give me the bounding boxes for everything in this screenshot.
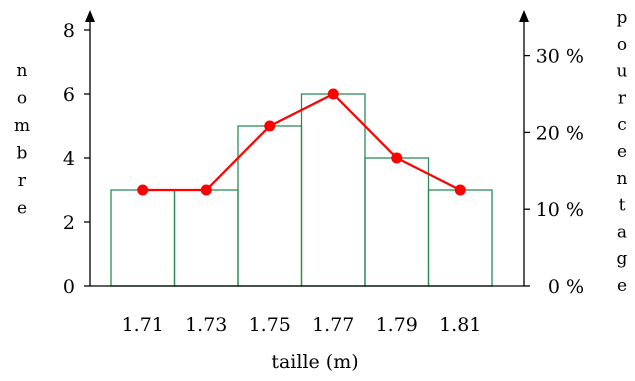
histogram-bar (364, 157, 430, 287)
x-axis-title: taille (m) (271, 351, 358, 373)
x-tick-label: 1.77 (312, 314, 354, 336)
left-tick-label: 8 (63, 20, 75, 42)
polygon-point (454, 184, 466, 196)
left-axis-title-letter: n (17, 61, 28, 81)
x-tick-label: 1.81 (439, 314, 481, 336)
x-tick-label: 1.79 (376, 314, 418, 336)
left-tick-label: 2 (63, 212, 75, 234)
right-axis-title-letter: e (617, 276, 627, 296)
left-axis-arrow-icon (85, 10, 95, 22)
left-axis-title-letter: b (17, 144, 28, 164)
polygon-point (264, 120, 276, 132)
histogram-bar (427, 189, 493, 287)
right-axis-title-letter: o (617, 35, 627, 55)
labels-layer: 0 2 4 6 8 0 % 10 % 20 % 30 % 1.71 1.73 1.75 1.77 1.79… (14, 8, 628, 336)
right-axis-title-letter: r (618, 88, 627, 108)
right-axis-title-letter: c (617, 115, 627, 135)
histogram-bar (173, 189, 239, 287)
x-tick-label: 1.73 (185, 314, 227, 336)
right-axis-title-letter: e (617, 142, 627, 162)
left-axis-title-letter: o (17, 89, 27, 109)
right-axis-title-letter: p (617, 8, 628, 28)
frequency-polygon-line (142, 92, 461, 192)
left-axis-title-letter: r (18, 171, 27, 191)
histogram-bar (237, 125, 303, 287)
frequency-polygon (137, 88, 466, 196)
polygon-point (137, 184, 149, 196)
left-tick-label: 6 (63, 84, 75, 106)
right-axis-title-letter: n (617, 169, 628, 189)
x-tick-label: 1.75 (249, 314, 291, 336)
right-axis-title-letter: u (617, 62, 628, 82)
right-axis-title-letter: t (619, 196, 626, 216)
right-tick-label: 20 % (536, 122, 584, 144)
right-tick-label: 0 % (548, 276, 584, 298)
x-tick-label: 1.71 (122, 314, 164, 336)
histogram-bar (110, 189, 176, 287)
right-tick-label: 10 % (536, 199, 584, 221)
axes-layer (84, 10, 530, 287)
right-axis-title-letter: g (617, 249, 628, 269)
polygon-point (391, 152, 403, 164)
right-axis-arrow-icon (519, 10, 529, 22)
polygon-point (327, 88, 339, 100)
polygon-point (200, 184, 212, 196)
left-tick-label: 4 (63, 148, 75, 170)
left-axis-title-letter: m (14, 116, 30, 136)
left-axis-title-letter: e (17, 199, 27, 219)
right-tick-label: 30 % (536, 46, 584, 68)
right-axis-title-letter: a (617, 222, 627, 242)
left-tick-label: 0 (63, 276, 75, 298)
histogram-bar (300, 93, 366, 287)
